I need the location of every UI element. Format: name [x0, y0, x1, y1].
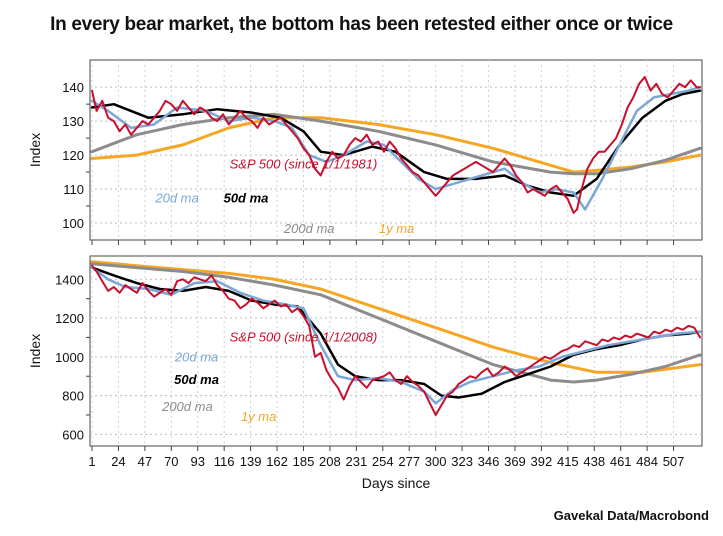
series-line-ma1y	[90, 116, 702, 174]
y-tick-label: 1400	[55, 272, 84, 287]
panel-top: 140 130 120 110 100 Index S&P 500 (since 1/1/1…	[27, 59, 703, 245]
series-annotation-ma20: 20d ma	[174, 350, 218, 365]
x-tick-label: 70	[164, 454, 178, 469]
series-line-sp500	[91, 264, 701, 416]
y-axis-label: Index	[27, 334, 43, 368]
series-line-ma200	[90, 262, 702, 384]
x-tick-label: 415	[557, 454, 579, 469]
series-annotation-sp500: S&P 500 (since 1/1/1981)	[230, 157, 378, 172]
y-axis-label: Index	[27, 133, 43, 167]
series-annotation-ma1y: 1y ma	[379, 221, 414, 236]
x-tick-label: 47	[138, 454, 152, 469]
series-line-ma1y	[90, 260, 702, 374]
series-annotation-sp500: S&P 500 (since 1/1/2008)	[230, 329, 378, 344]
y-tick-label: 140	[62, 80, 84, 95]
chart-canvas: 140 130 120 110 100 Index S&P 500 (since 1/1/1…	[27, 59, 703, 491]
y-tick-label: 1200	[55, 311, 84, 326]
x-tick-label: 484	[636, 454, 658, 469]
x-tick-label: 162	[266, 454, 288, 469]
x-tick-label: 392	[531, 454, 553, 469]
series-line-sp500	[91, 76, 701, 214]
x-tick-label: 300	[425, 454, 447, 469]
x-tick-label: 116	[214, 454, 235, 469]
y-tick-label: 600	[62, 427, 84, 442]
y-tick-label: 100	[62, 216, 84, 231]
series-line-ma20	[90, 85, 702, 211]
panel-bottom: 1400 1200 1000 800 600 Index S&P 500 (since 1/…	[27, 255, 703, 491]
x-tick-label: 208	[319, 454, 341, 469]
y-tick-label: 110	[63, 182, 84, 197]
x-tick-label: 139	[240, 454, 262, 469]
x-tick-label: 369	[504, 454, 526, 469]
y-tick-label: 800	[62, 389, 84, 404]
x-tick-label: 507	[663, 454, 685, 469]
x-tick-label: 346	[478, 454, 500, 469]
series-annotation-ma1y: 1y ma	[241, 409, 276, 424]
x-tick-label: 323	[451, 454, 473, 469]
y-tick-label: 120	[62, 148, 84, 163]
series-line-ma50	[90, 266, 702, 399]
series-annotation-ma50: 50d ma	[174, 372, 219, 387]
source-note: Gavekal Data/Macrobond	[553, 508, 709, 523]
chart-title: In every bear market, the bottom has bee…	[50, 14, 673, 35]
series-line-ma20	[90, 266, 702, 405]
series-line-ma200	[90, 112, 702, 176]
x-tick-label: 438	[583, 454, 605, 469]
x-tick-label: 1	[88, 454, 95, 469]
x-tick-label: 277	[398, 454, 420, 469]
x-tick-label: 461	[610, 454, 632, 469]
y-tick-label: 130	[62, 114, 84, 129]
x-tick-label: 254	[372, 454, 394, 469]
y-tick-label: 1000	[55, 350, 84, 365]
x-axis-label: Days since	[362, 475, 431, 491]
series-annotation-ma200: 200d ma	[161, 399, 213, 414]
plot-frame	[89, 255, 703, 447]
series-annotation-ma20: 20d ma	[154, 191, 198, 206]
x-tick-label: 24	[111, 454, 125, 469]
x-tick-label: 231	[345, 454, 367, 469]
x-tick-label: 185	[293, 454, 315, 469]
x-tick-label: 93	[191, 454, 205, 469]
series-annotation-ma200: 200d ma	[283, 221, 335, 236]
series-annotation-ma50: 50d ma	[224, 191, 269, 206]
